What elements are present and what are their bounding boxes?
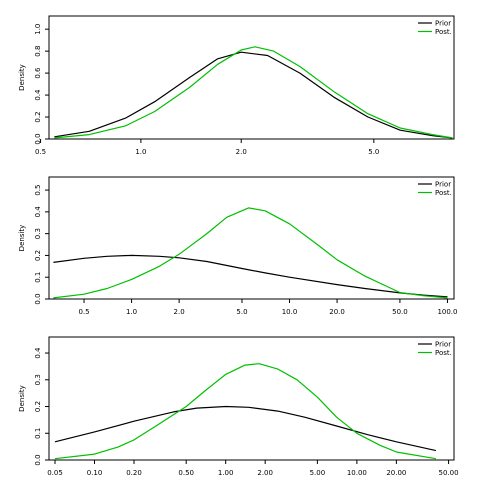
legend-label: Post. [435, 349, 452, 357]
y-tick-label: 0.3 [34, 374, 42, 385]
y-axis-label: Density [18, 64, 26, 91]
y-tick-label: 0.1 [34, 428, 42, 439]
plot-frame [48, 336, 455, 461]
y-axis-label: Density [18, 385, 26, 412]
y-tick-label: 0.8 [34, 46, 42, 57]
x-tick-label: 0.5 [78, 308, 89, 316]
x-tick-label: 5.0 [236, 308, 247, 316]
x-tick-label: 1.00 [218, 469, 234, 477]
chart-panel: 0.5 1.0 2.0 5.0 0.0 0.2 0.4 0.6 0.8 1.0 Density Pri… [18, 15, 455, 156]
series-line-post [53, 207, 448, 299]
x-tick-label: 2.0 [174, 308, 185, 316]
x-tick-label: 2.00 [257, 469, 273, 477]
x-tick-label: 20.0 [329, 308, 345, 316]
legend-label: Prior [435, 341, 451, 349]
x-tick-label: 0.5 [35, 148, 46, 156]
legend-label: Post. [435, 189, 452, 197]
legend-label: Prior [435, 181, 451, 189]
chart-panel: 0.5 1.0 2.0 5.0 10.0 20.0 50.0 100.0 0.0 0.1 0.2 0.… [18, 176, 457, 316]
y-tick-label: 0.0 [34, 293, 42, 304]
x-tick-label: 1.0 [135, 148, 146, 156]
y-tick-label: 0.4 [34, 206, 42, 218]
x-tick-label: 0.20 [126, 469, 142, 477]
y-tick-label: 0.6 [34, 67, 42, 79]
x-tick-label: 50.00 [439, 469, 459, 477]
y-tick-label: 0.1 [34, 272, 42, 283]
y-axis-label: Density [18, 225, 26, 252]
x-tick-label: 10.0 [282, 308, 298, 316]
x-tick-label: 20.00 [386, 469, 406, 477]
series-line-post [54, 46, 453, 139]
x-tick-label: 1.0 [126, 308, 137, 316]
y-tick-label: 0.5 [34, 185, 42, 196]
plot-frame [48, 176, 455, 300]
y-tick-label: 0.2 [34, 250, 42, 261]
legend-label: Prior [435, 20, 451, 28]
legend-label: Post. [435, 28, 452, 36]
chart-panel: 0.05 0.10 0.20 0.50 1.00 2.00 5.00 10.00 20.00 50… [18, 336, 459, 477]
x-tick-label: 10.00 [347, 469, 367, 477]
x-tick-label: 100.0 [437, 308, 457, 316]
x-tick-label: 2.0 [236, 148, 247, 156]
y-tick-label: 1.0 [34, 24, 42, 35]
x-tick-label: 50.0 [392, 308, 408, 316]
plot-frame [48, 15, 455, 140]
y-tick-label: 0.3 [34, 228, 42, 239]
series-line-prior [54, 405, 437, 452]
y-tick-label: 0.2 [34, 111, 42, 122]
y-tick-label: 0.4 [34, 347, 42, 359]
x-tick-label: 0.50 [178, 469, 194, 477]
y-tick-label: 0.2 [34, 401, 42, 412]
series-line-prior [54, 51, 453, 139]
y-tick-label: 0.0 [34, 133, 42, 144]
series-line-post [54, 363, 437, 460]
series-line-prior [53, 254, 448, 298]
x-tick-label: 5.00 [310, 469, 326, 477]
y-tick-label: 0.0 [34, 454, 42, 465]
x-tick-label: 0.05 [47, 469, 63, 477]
x-tick-label: 5.0 [368, 148, 379, 156]
x-tick-label: 0.10 [87, 469, 103, 477]
y-tick-label: 0.4 [34, 89, 42, 101]
